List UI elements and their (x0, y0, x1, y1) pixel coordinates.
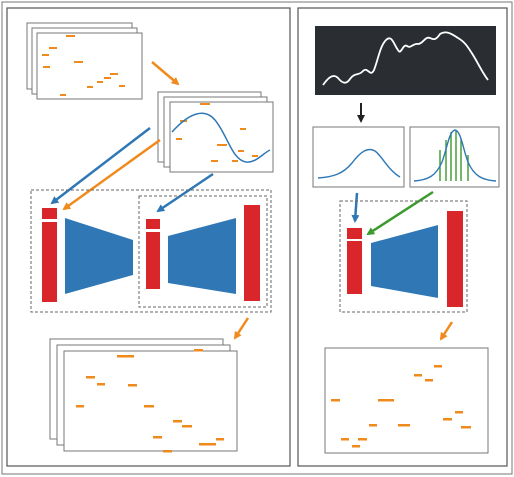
note-bar (117, 355, 134, 358)
gaussian-curve (317, 148, 401, 179)
note-bars (42, 35, 125, 96)
note-bar (42, 54, 49, 56)
inner-model-outline (138, 195, 268, 308)
note-bar (216, 438, 224, 441)
note-bar (104, 77, 111, 79)
note-bar (252, 155, 258, 157)
note-bar (240, 128, 246, 130)
red-column (42, 222, 57, 302)
blue-arrow (50, 127, 151, 205)
note-bar (443, 418, 452, 421)
note-bar (238, 150, 244, 152)
note-bar (173, 420, 182, 423)
note-bar (352, 445, 360, 448)
note-bar (199, 443, 216, 446)
note-bar (119, 85, 125, 87)
note-bar (217, 144, 227, 146)
note-bar (200, 103, 210, 105)
note-bar (211, 160, 218, 162)
note-bar (163, 450, 172, 453)
orange-arrow (439, 321, 454, 341)
page (63, 350, 238, 452)
note-bar (66, 35, 75, 37)
right-panel (297, 7, 508, 467)
note-bar (182, 425, 192, 428)
note-bar (398, 424, 410, 427)
gaussian-plot (312, 126, 405, 188)
curve (171, 112, 271, 163)
note-bar (110, 73, 118, 75)
signal-box (315, 26, 496, 95)
note-bar (176, 138, 182, 140)
note-bar (358, 438, 367, 441)
output-page (324, 347, 489, 454)
red-token (42, 208, 57, 219)
left-panel (6, 7, 291, 467)
note-bar (49, 47, 57, 49)
note-bars (331, 365, 471, 448)
note-bar (425, 379, 433, 382)
note-bar (87, 86, 93, 88)
model-outline (30, 189, 272, 313)
decoder (371, 225, 438, 298)
orange-arrow (233, 317, 250, 340)
note-bar (331, 399, 340, 402)
note-bar (153, 436, 162, 439)
note-bar (128, 384, 137, 387)
note-bar (414, 374, 422, 377)
distribution-plots (312, 126, 500, 188)
middle-page-stack (157, 91, 274, 173)
note-bar (232, 160, 238, 162)
note-bar (369, 424, 377, 427)
blue-arrow (351, 192, 360, 223)
red-column (146, 232, 160, 289)
note-bar (76, 405, 84, 408)
gaussian-lines-plot (409, 126, 500, 188)
note-bars (76, 349, 224, 453)
peaked-gaussian-curve (413, 129, 497, 182)
green-lines (439, 131, 469, 181)
note-bar (97, 383, 105, 386)
blue-arrow (156, 172, 214, 213)
encoder (65, 218, 133, 294)
note-bar (86, 376, 95, 379)
red-output-column (447, 211, 463, 307)
note-bar (144, 405, 154, 408)
note-bar (74, 61, 83, 63)
note-bar (378, 399, 394, 402)
top-page-stack (26, 22, 143, 100)
model-outline (339, 200, 468, 313)
green-arrow (366, 190, 434, 236)
note-bar (43, 66, 50, 68)
left-model (30, 189, 272, 313)
note-bar (461, 426, 471, 429)
right-model (339, 200, 468, 313)
page (36, 32, 143, 100)
decoder (168, 218, 236, 294)
page (324, 347, 489, 454)
orange-arrow (151, 61, 180, 86)
bottom-page-stack (49, 338, 238, 453)
note-bar (97, 81, 103, 83)
orange-arrow (62, 138, 161, 211)
note-bar (341, 438, 349, 441)
red-output-column (244, 205, 260, 301)
red-column (347, 241, 362, 294)
signal-curve (322, 31, 489, 86)
note-bar (60, 94, 66, 96)
red-token (146, 219, 160, 229)
red-token (347, 228, 362, 239)
note-bar (194, 349, 203, 352)
page (169, 101, 274, 173)
dark-signal-panel (315, 26, 496, 95)
note-bar (434, 365, 442, 368)
note-bar (455, 411, 463, 414)
